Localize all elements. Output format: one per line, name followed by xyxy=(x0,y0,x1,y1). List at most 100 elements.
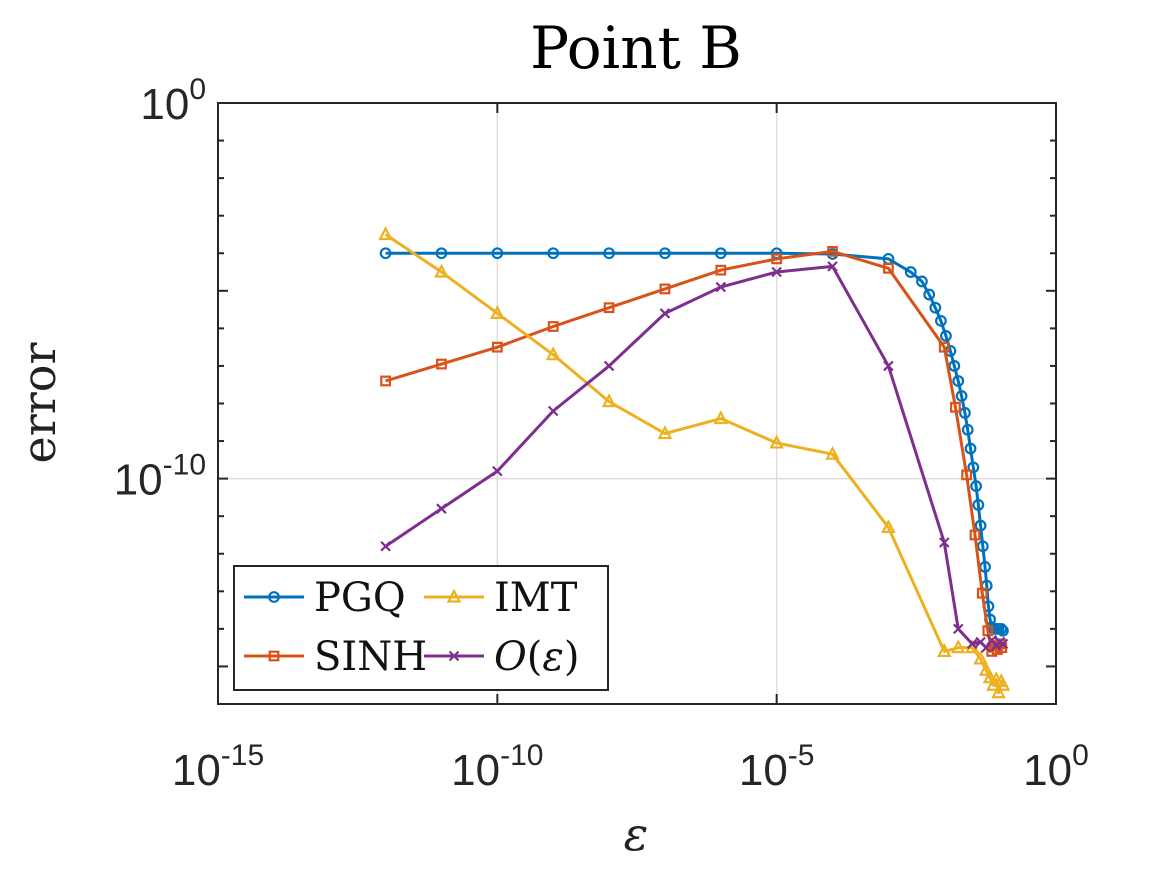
legend-label: SINH xyxy=(314,634,427,680)
series-oeps xyxy=(380,261,1009,653)
data-point xyxy=(825,445,840,460)
data-point xyxy=(713,410,729,425)
data-point xyxy=(950,401,961,413)
data-point xyxy=(436,358,447,370)
legend-box xyxy=(233,565,609,691)
data-point xyxy=(964,442,977,455)
data-point xyxy=(603,360,615,372)
data-point xyxy=(938,537,950,548)
data-point xyxy=(967,461,980,474)
data-point xyxy=(603,302,615,314)
data-point xyxy=(923,288,936,301)
data-point xyxy=(435,247,448,260)
series-imt xyxy=(378,226,1011,699)
series-line xyxy=(385,251,1005,632)
legend-label: IMT xyxy=(494,575,578,621)
data-point xyxy=(771,253,783,265)
data-point xyxy=(961,469,973,481)
legend-marker xyxy=(448,650,460,662)
y-tick-label: 100 xyxy=(140,73,206,129)
data-point xyxy=(547,405,559,417)
data-point xyxy=(982,669,998,684)
y-tick-label: 10-10 xyxy=(114,449,206,505)
data-point xyxy=(882,262,894,274)
data-point xyxy=(881,519,896,534)
legend-label: PGQ xyxy=(314,575,406,621)
chart-title: Point B xyxy=(530,14,742,82)
data-point xyxy=(492,465,503,477)
data-point xyxy=(991,684,1006,699)
data-point xyxy=(380,375,391,387)
data-point xyxy=(769,434,784,449)
data-point xyxy=(970,480,983,493)
legend-entry: PGQ xyxy=(244,575,406,621)
axes xyxy=(217,102,1057,705)
data-point xyxy=(935,314,947,327)
data-point xyxy=(948,360,961,372)
legend-label: O(ε) xyxy=(494,634,579,680)
data-point xyxy=(827,261,838,272)
data-point xyxy=(657,425,673,440)
data-point xyxy=(959,406,971,419)
legend-marker xyxy=(446,588,462,603)
x-tick-label: 10-15 xyxy=(172,739,264,795)
data-point xyxy=(997,624,1009,637)
data-point xyxy=(491,247,504,260)
data-point xyxy=(436,503,447,514)
data-point xyxy=(491,341,503,353)
data-point xyxy=(916,275,928,288)
data-point xyxy=(378,226,393,241)
x-tick-label: 100 xyxy=(1023,739,1089,795)
y-axis-label: error xyxy=(12,343,66,464)
data-point xyxy=(929,301,942,314)
data-point xyxy=(659,308,671,319)
legend: PGQ IMT SINH O(ε) xyxy=(233,565,609,691)
x-tick-label: 10-10 xyxy=(451,739,543,795)
data-point xyxy=(976,540,989,553)
data-point xyxy=(659,283,671,295)
data-point xyxy=(961,423,974,436)
data-point xyxy=(986,646,998,657)
legend-marker xyxy=(268,591,280,603)
data-point xyxy=(974,519,987,532)
data-point xyxy=(973,650,988,665)
data-point xyxy=(969,529,981,541)
data-point xyxy=(380,540,391,552)
data-point xyxy=(978,661,994,676)
data-point xyxy=(715,264,727,276)
legend-entry: IMT xyxy=(424,575,578,621)
data-point xyxy=(545,346,561,361)
data-point xyxy=(952,623,964,635)
data-point xyxy=(434,263,449,278)
data-point xyxy=(936,643,952,658)
data-point xyxy=(827,245,838,257)
data-point xyxy=(601,393,617,408)
data-point xyxy=(883,360,894,372)
legend-entry: O(ε) xyxy=(424,634,579,680)
data-point xyxy=(938,341,950,353)
tick-labels: 10-15 10-10 10-5 100 100 10-10 xyxy=(114,73,1089,795)
series-group xyxy=(378,226,1011,699)
data-point xyxy=(997,638,1009,650)
x-tick-label: 10-5 xyxy=(739,739,815,795)
data-point xyxy=(950,639,966,654)
data-point xyxy=(966,638,978,650)
data-point xyxy=(771,266,782,278)
data-point xyxy=(955,390,968,402)
data-point xyxy=(972,499,985,511)
data-point xyxy=(603,247,615,260)
data-point xyxy=(490,304,505,319)
data-point xyxy=(547,247,560,260)
legend-marker xyxy=(268,650,280,662)
data-point xyxy=(995,676,1011,691)
data-point xyxy=(980,642,992,653)
x-axis-label: ε xyxy=(624,807,649,861)
data-point xyxy=(904,266,917,278)
data-point xyxy=(952,375,965,387)
legend-entry: SINH xyxy=(244,634,427,680)
data-point xyxy=(940,329,952,342)
data-point xyxy=(715,281,727,293)
data-point xyxy=(976,587,988,599)
data-point xyxy=(995,622,1008,635)
